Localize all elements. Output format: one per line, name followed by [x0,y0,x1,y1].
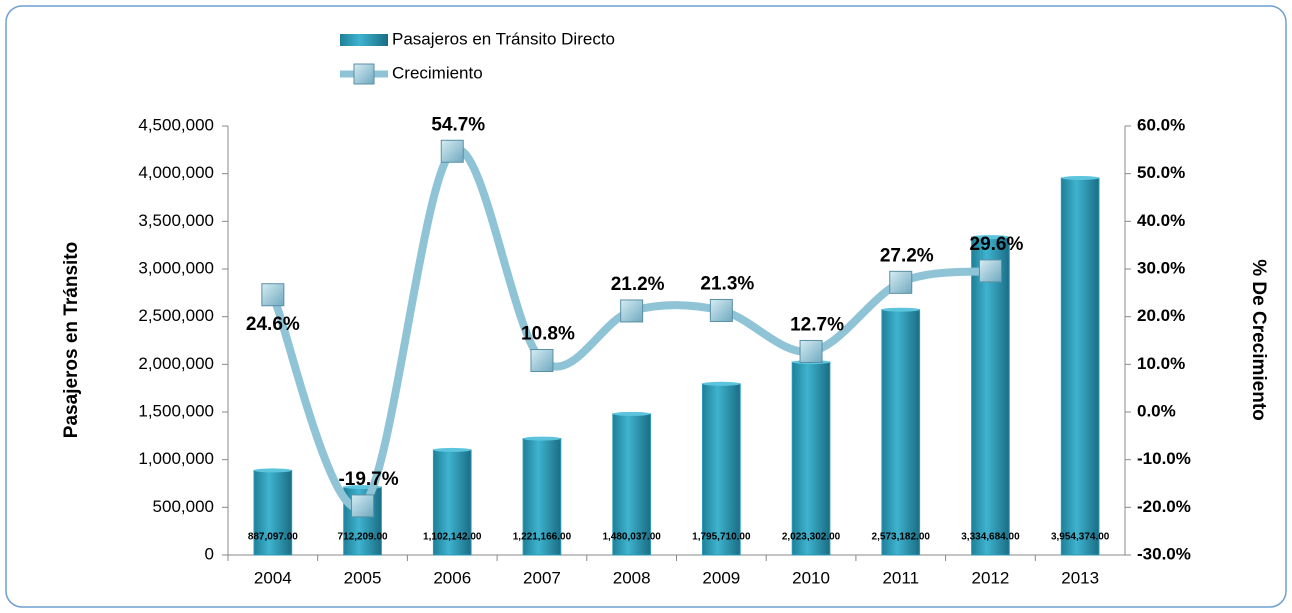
growth-value-label: 54.7% [431,114,485,135]
growth-marker [709,298,733,322]
growth-marker [261,283,285,307]
bar [343,486,382,556]
growth-value-label: 24.6% [246,314,300,335]
legend-swatch-marker [353,63,375,85]
y-tick-label: 4,000,000 [138,163,214,182]
growth-marker [889,270,913,294]
y2-tick-label: 10.0% [1137,354,1185,373]
bar-cap [433,447,472,452]
bar-value-label: 887,097.00 [248,532,298,543]
y-tick-label: 2,000,000 [138,354,214,373]
x-tick-label: 2011 [882,568,919,587]
growth-marker [620,299,644,323]
y2-tick-label: -20.0% [1137,497,1191,516]
growth-marker [978,259,1002,283]
bar-value-label: 1,102,142.00 [423,532,482,543]
bar-cap [971,235,1010,240]
y-tick-label: 4,500,000 [138,115,214,134]
x-tick-label: 2007 [523,568,561,587]
bar-value-label: 3,954,374.00 [1051,532,1110,543]
x-tick-label: 2013 [1061,568,1099,587]
y-tick-label: 500,000 [153,497,214,516]
y2-tick-label: 0.0% [1137,401,1176,420]
bar-value-label: 712,209.00 [338,532,388,543]
x-tick-label: 2010 [792,568,830,587]
growth-value-label: 27.2% [880,245,934,266]
growth-value-label: 21.3% [700,273,754,294]
y2-tick-label: 20.0% [1137,306,1185,325]
x-tick-label: 2006 [433,568,471,587]
legend-label: Crecimiento [392,63,483,82]
y-tick-label: 2,500,000 [138,306,214,325]
y-tick-label: 1,500,000 [138,401,214,420]
x-tick-label: 2004 [254,568,292,587]
growth-marker [351,494,375,518]
y-tick-label: 1,000,000 [138,449,214,468]
y2-tick-label: 50.0% [1137,163,1185,182]
y2-tick-label: 30.0% [1137,258,1185,277]
y-tick-label: 3,500,000 [138,211,214,230]
y-tick-label: 0 [205,544,214,563]
growth-marker [530,349,554,373]
bar-value-label: 1,795,710.00 [692,532,751,543]
bar [791,361,831,556]
y2-tick-label: 40.0% [1137,211,1185,230]
bar-value-label: 2,023,302.00 [782,532,841,543]
y-axis-title: Pasajeros en Tránsito [61,242,82,438]
bar [612,413,651,556]
bar-cap [1061,176,1099,181]
bar-cap [702,381,741,386]
y2-tick-label: -30.0% [1137,544,1191,563]
bar-cap [523,436,561,441]
legend-label: Pasajeros en Tránsito Directo [392,29,615,48]
x-tick-label: 2005 [344,568,382,587]
bar [702,383,741,556]
x-tick-label: 2009 [702,568,740,587]
bar [432,449,472,556]
bar [253,469,293,556]
y-tick-label: 3,000,000 [138,258,214,277]
growth-marker [440,139,464,163]
bar [971,236,1010,556]
growth-marker [799,339,823,363]
bar-value-label: 2,573,182.00 [872,532,931,543]
bar-value-label: 1,480,037.00 [602,532,661,543]
bar-value-label: 3,334,684.00 [961,532,1020,543]
growth-value-label: 12.7% [790,314,844,335]
growth-value-label: 21.2% [611,274,665,295]
x-tick-label: 2008 [613,568,651,587]
bar [881,309,921,556]
growth-value-label: 10.8% [521,324,575,345]
y2-tick-label: -10.0% [1137,449,1191,468]
bar [522,438,562,556]
y2-tick-label: 60.0% [1137,115,1185,134]
growth-value-label: 29.6% [970,234,1024,255]
x-tick-label: 2012 [972,568,1010,587]
bar [1060,177,1100,556]
growth-value-label: -19.7% [338,469,398,490]
legend-swatch [340,34,388,46]
bar-cap [254,468,292,473]
y2-axis-title: % De Crecimiento [1248,259,1269,421]
bar-cap [881,307,920,312]
bar-cap [612,411,651,416]
bar-value-label: 1,221,166.00 [513,532,572,543]
